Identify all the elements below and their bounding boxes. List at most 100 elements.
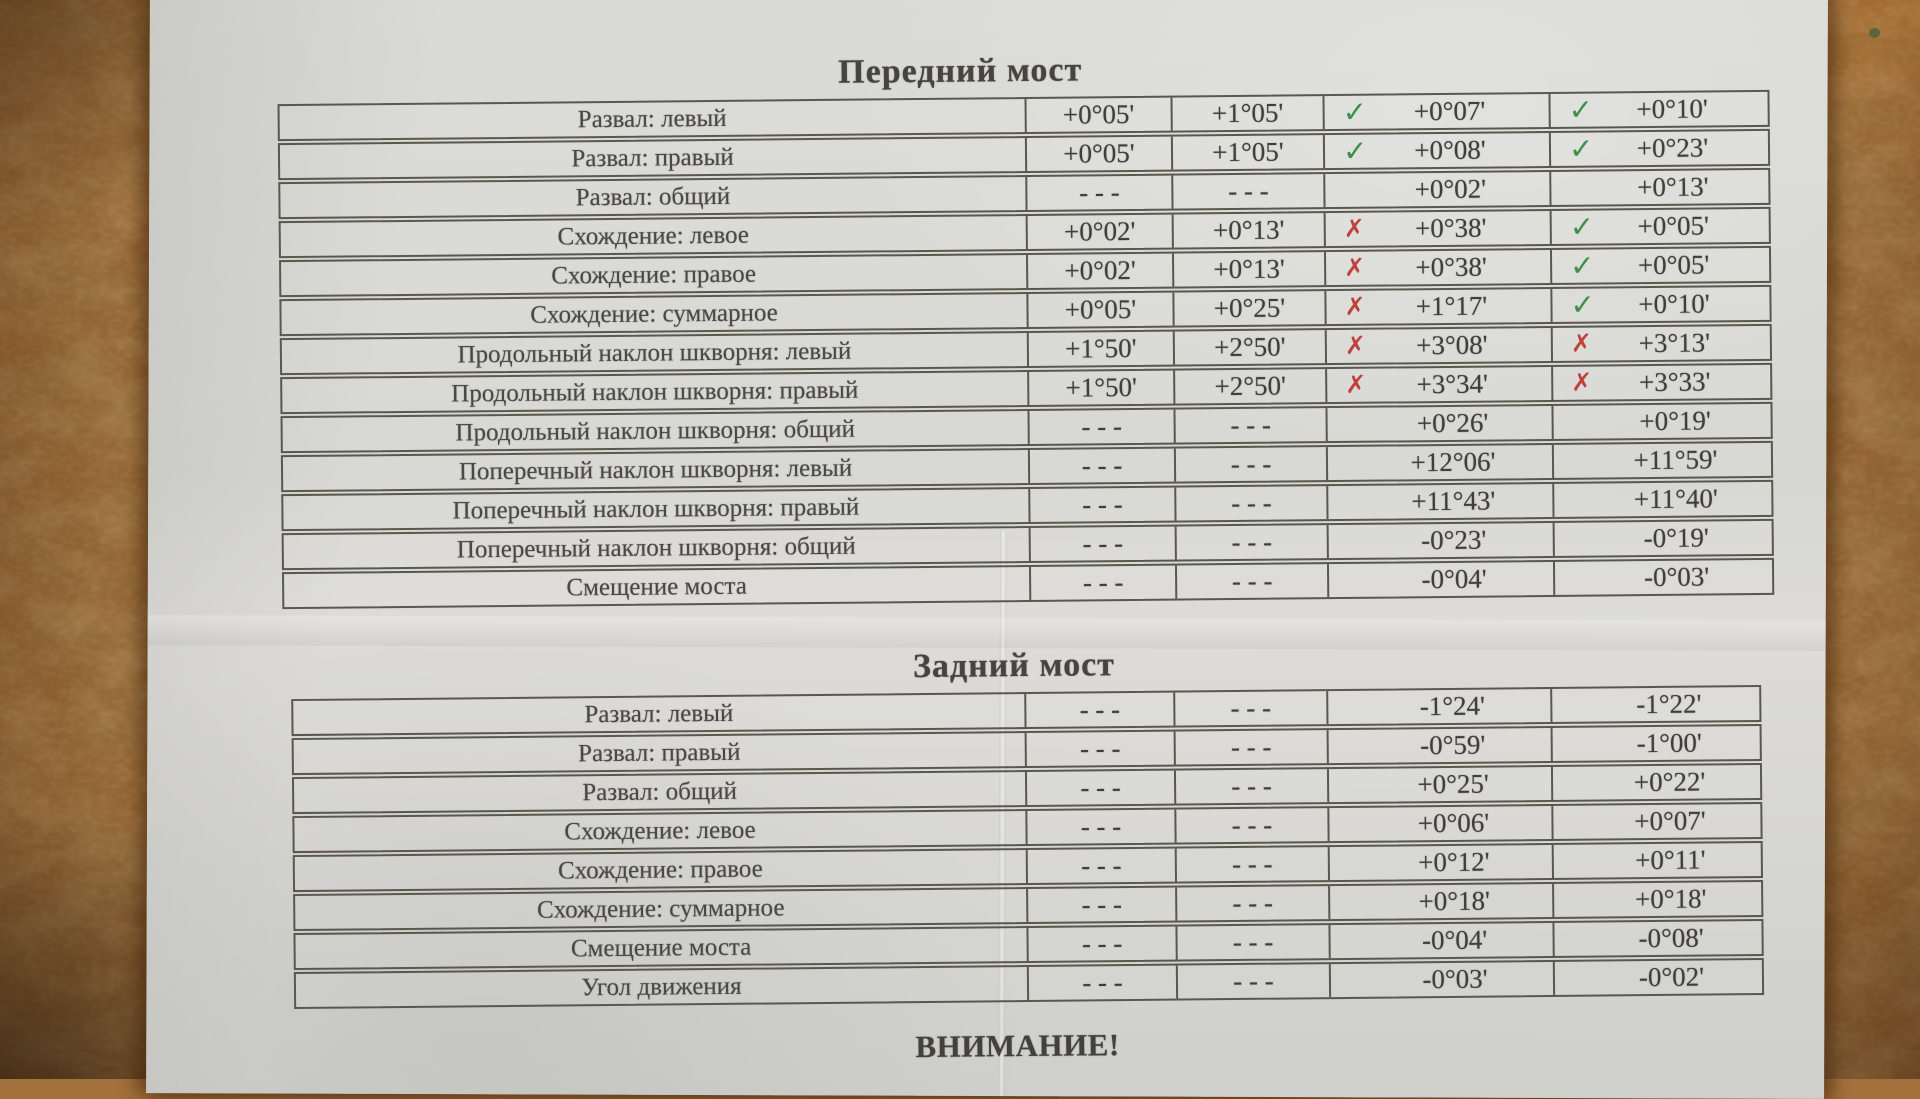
row-label: Поперечный наклон шкворня: правый	[283, 489, 1028, 529]
before-cell: +0°12'	[1328, 845, 1552, 880]
status-icon: ✓	[1570, 250, 1595, 283]
after-cell: -0°19'	[1553, 521, 1772, 556]
min-spec-value: +1°50'	[1027, 371, 1173, 405]
front-axle-table: Развал: левый +0°05' +1°05' ✓+0°07' ✓+0°…	[263, 90, 1760, 609]
status-icon: ✗	[1571, 367, 1592, 400]
after-value: +11°59'	[1554, 443, 1771, 478]
before-value: -0°59'	[1329, 728, 1551, 763]
status-icon: ✗	[1344, 291, 1365, 324]
before-cell: ✓+0°08'	[1323, 133, 1549, 168]
before-cell: -1°24'	[1326, 689, 1550, 724]
min-spec-value: +0°05'	[1024, 98, 1170, 132]
after-cell: +0°22'	[1551, 765, 1760, 800]
before-value: +0°02'	[1325, 172, 1549, 207]
row-label: Схождение: суммарное	[295, 889, 1026, 929]
after-value: -0°19'	[1555, 521, 1772, 556]
after-value: +0°22'	[1553, 765, 1760, 800]
min-spec-value: - - -	[1029, 566, 1175, 600]
before-cell: +12°06'	[1326, 445, 1552, 480]
after-cell: +0°18'	[1552, 882, 1761, 917]
after-cell: +0°13'	[1549, 170, 1768, 205]
min-spec-value: - - -	[1025, 176, 1171, 210]
after-cell: +0°11'	[1552, 843, 1761, 878]
max-spec-value: - - -	[1175, 525, 1327, 559]
before-cell: ✗+3°34'	[1325, 367, 1551, 402]
after-value: +0°11'	[1554, 843, 1761, 878]
after-value: +0°19'	[1553, 404, 1770, 439]
before-cell: ✗+3°08'	[1325, 328, 1551, 363]
min-spec-value: - - -	[1029, 527, 1175, 561]
min-spec-value: - - -	[1026, 849, 1175, 883]
row-label: Развал: правый	[294, 733, 1025, 773]
min-spec-value: - - -	[1026, 927, 1175, 961]
status-icon: ✗	[1344, 252, 1365, 285]
max-spec-value: - - -	[1175, 847, 1328, 881]
after-value: +0°07'	[1553, 804, 1760, 839]
before-value: -0°04'	[1329, 562, 1553, 597]
row-label: Схождение: правое	[281, 255, 1026, 295]
before-cell: -0°04'	[1327, 562, 1553, 597]
max-spec-value: - - -	[1174, 769, 1327, 803]
status-icon: ✓	[1570, 211, 1595, 244]
max-spec-value: - - -	[1174, 486, 1326, 520]
min-spec-value: - - -	[1025, 810, 1174, 844]
row-label: Схождение: суммарное	[281, 294, 1026, 334]
before-value: -0°04'	[1330, 923, 1552, 958]
before-value: +12°06'	[1328, 445, 1552, 480]
row-label: Схождение: левое	[281, 216, 1026, 256]
max-spec-value: - - -	[1175, 925, 1328, 959]
after-cell: -0°02'	[1553, 960, 1762, 995]
after-value: +11°40'	[1554, 482, 1771, 517]
after-cell: -1°22'	[1550, 687, 1759, 722]
max-spec-value: - - -	[1174, 447, 1326, 481]
status-icon: ✓	[1570, 289, 1595, 322]
after-cell: -0°08'	[1552, 921, 1761, 956]
row-label: Схождение: правое	[295, 850, 1026, 890]
before-cell: +11°43'	[1326, 484, 1552, 519]
before-cell: ✓+0°07'	[1322, 94, 1548, 129]
after-cell: +11°40'	[1552, 482, 1771, 517]
row-label: Продольный наклон шкворня: правый	[282, 372, 1027, 412]
after-value: -1°00'	[1553, 726, 1760, 761]
min-spec-value: - - -	[1027, 966, 1176, 1000]
before-value: -0°23'	[1329, 523, 1553, 558]
row-label: Развал: левый	[280, 99, 1025, 139]
min-spec-value: +0°02'	[1026, 254, 1172, 288]
before-cell: +0°02'	[1323, 172, 1549, 207]
before-cell: -0°04'	[1328, 923, 1552, 958]
min-spec-value: +0°05'	[1026, 293, 1172, 327]
after-cell: ✓+0°05'	[1550, 209, 1769, 244]
row-label: Поперечный наклон шкворня: левый	[283, 450, 1028, 490]
max-spec-value: +2°50'	[1173, 330, 1325, 364]
before-value: -1°24'	[1328, 689, 1550, 724]
before-cell: ✗+0°38'	[1324, 211, 1550, 246]
after-value: -1°22'	[1552, 687, 1759, 722]
after-cell: -0°03'	[1553, 560, 1772, 595]
max-spec-value: +2°50'	[1173, 369, 1325, 403]
row-label: Развал: левый	[293, 694, 1024, 734]
status-icon: ✓	[1568, 94, 1593, 127]
before-value: -0°03'	[1331, 962, 1553, 997]
status-icon: ✗	[1345, 369, 1366, 402]
before-cell: +0°26'	[1325, 406, 1551, 441]
min-spec-value: +0°05'	[1025, 137, 1171, 171]
min-spec-value: - - -	[1028, 449, 1174, 483]
after-value: -0°02'	[1555, 960, 1762, 995]
max-spec-value: +1°05'	[1171, 135, 1323, 169]
min-spec-value: - - -	[1027, 410, 1173, 444]
max-spec-value: - - -	[1174, 808, 1327, 842]
max-spec-value: +0°13'	[1172, 213, 1324, 247]
after-value: +0°18'	[1554, 882, 1761, 917]
row-label: Продольный наклон шкворня: общий	[283, 411, 1028, 451]
row-label: Схождение: левое	[294, 811, 1025, 851]
before-value: +11°43'	[1328, 484, 1552, 519]
before-cell: +0°06'	[1327, 806, 1551, 841]
status-icon: ✗	[1344, 213, 1365, 246]
max-spec-value: +1°05'	[1170, 96, 1322, 130]
min-spec-value: - - -	[1026, 888, 1175, 922]
before-value: +0°26'	[1327, 406, 1551, 441]
after-cell: ✓+0°10'	[1550, 287, 1769, 322]
max-spec-value: - - -	[1175, 886, 1328, 920]
min-spec-value: - - -	[1024, 693, 1173, 727]
max-spec-value: - - -	[1173, 408, 1325, 442]
